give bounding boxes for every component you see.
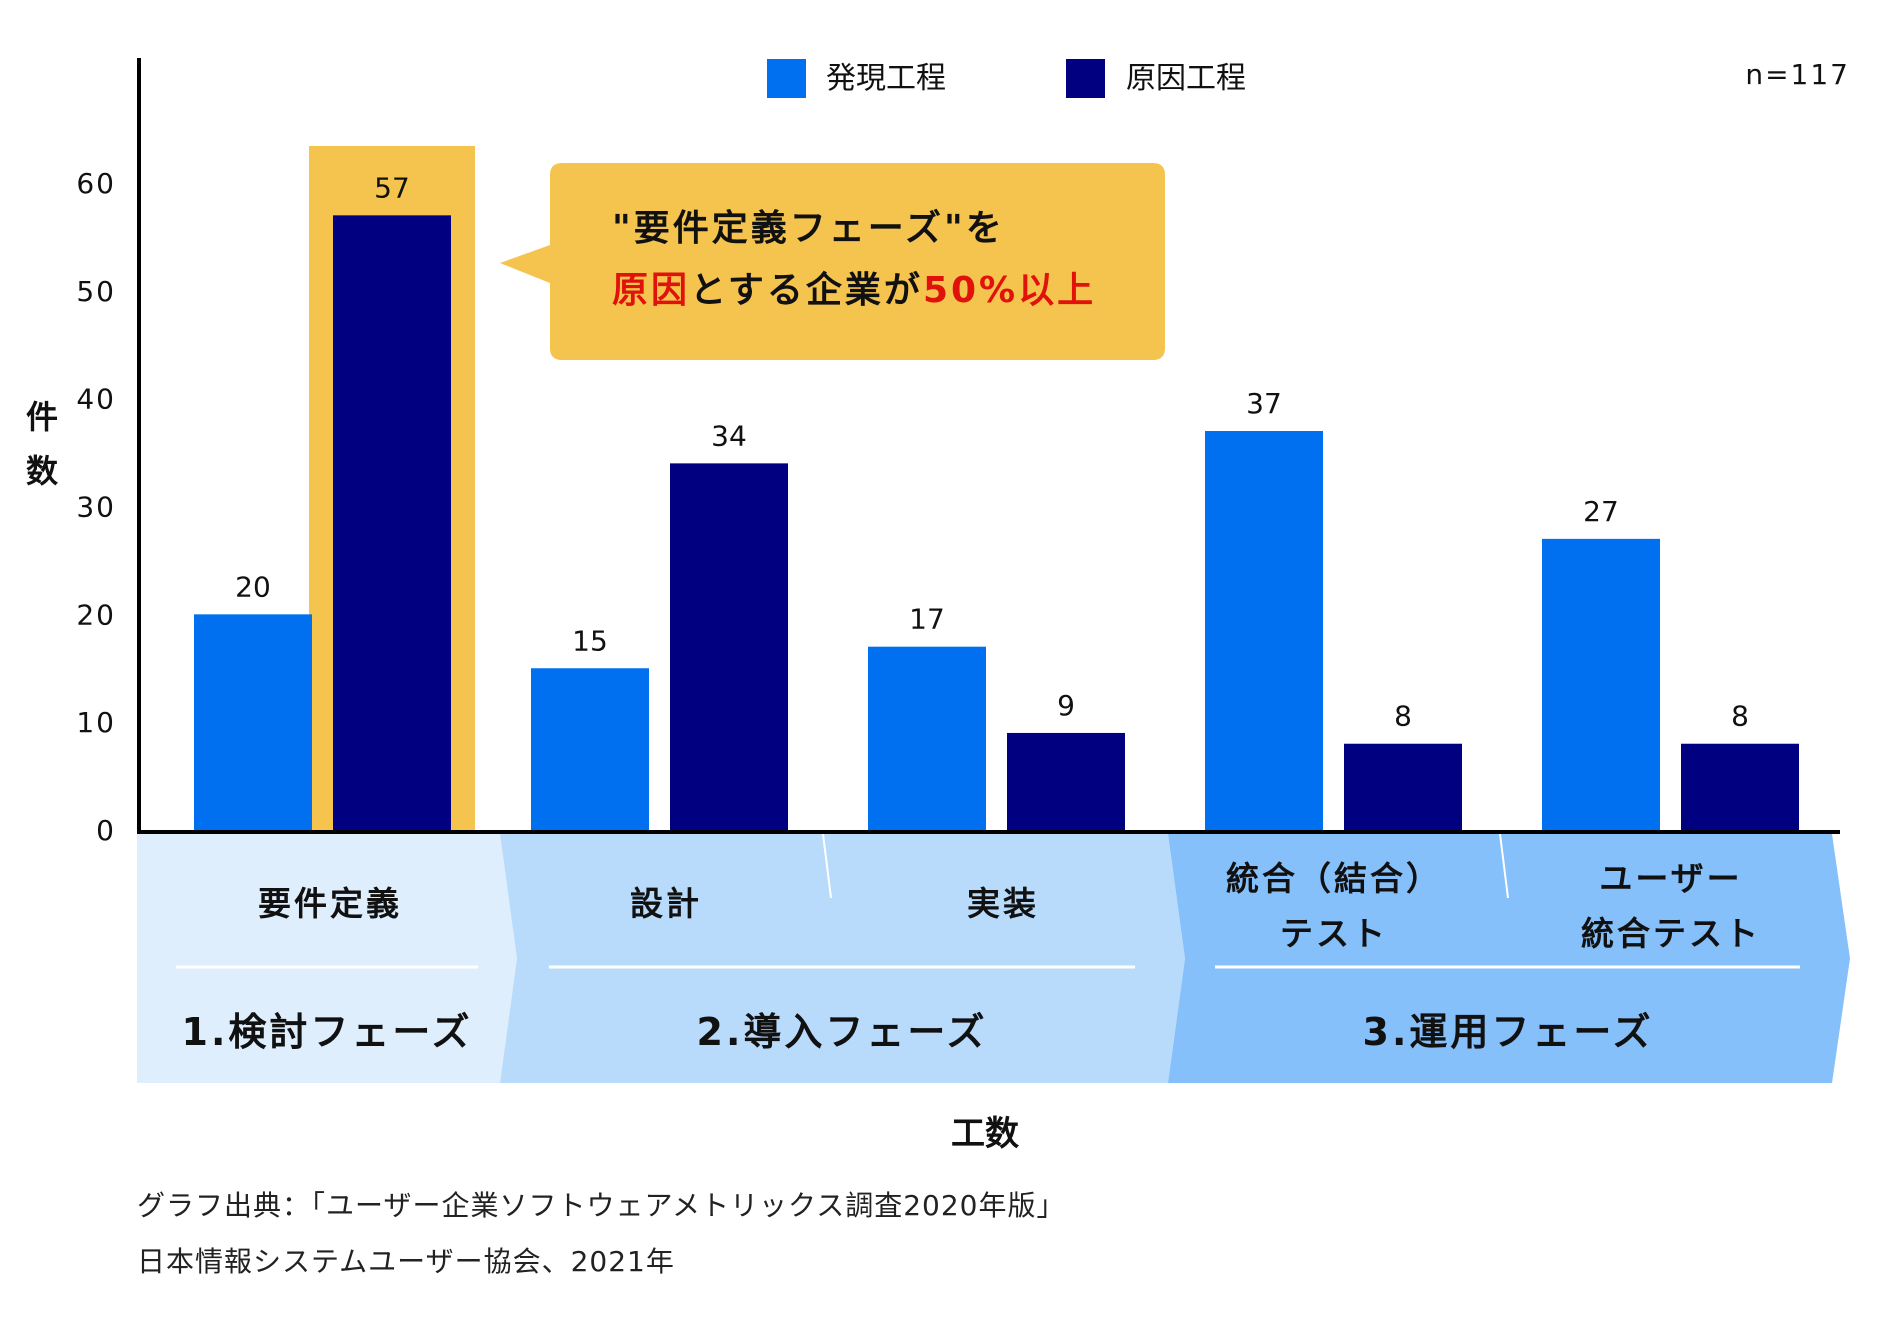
y-tick-label: 30 <box>76 491 116 524</box>
y-tick-label: 10 <box>76 706 116 739</box>
bar-cause <box>1344 743 1462 830</box>
stage-separator <box>1499 833 1509 899</box>
bar-discovery <box>868 646 986 830</box>
data-label: 17 <box>909 603 945 636</box>
y-tick-label: 50 <box>76 275 116 308</box>
y-tick-label: 60 <box>76 167 116 200</box>
bar-discovery <box>1205 431 1323 830</box>
data-label: 37 <box>1246 387 1282 420</box>
callout-text-segment: とする企業が <box>690 269 923 311</box>
y-tick-label: 0 <box>96 814 116 847</box>
phase-label: 2.導入フェーズ <box>697 1010 988 1054</box>
phase-1-background <box>137 834 517 1083</box>
bar-discovery <box>194 614 312 830</box>
bar-cause <box>1681 743 1799 830</box>
y-tick-label: 20 <box>76 598 116 631</box>
data-label: 27 <box>1583 495 1619 528</box>
callout-emphasis: 50% <box>923 270 1018 311</box>
legend-swatch-cause <box>1066 59 1105 98</box>
stage-label: 要件定義 <box>258 884 402 923</box>
phase-2-background <box>500 834 1185 1083</box>
stage-label: ユーザー <box>1599 859 1742 898</box>
y-tick-labels: 0 10 20 30 40 50 60 <box>76 167 116 847</box>
legend-label-cause: 原因工程 <box>1126 61 1246 96</box>
callout-line-2: 原因とする企業が50%以上 <box>612 269 1096 311</box>
stage-label: 実装 <box>967 884 1039 923</box>
y-axis-label-char-1: 件 <box>26 398 58 436</box>
bar-discovery <box>531 668 649 830</box>
stage-separator <box>822 833 832 899</box>
bar-discovery <box>1542 538 1660 830</box>
bar-cause <box>1007 732 1125 830</box>
data-label: 57 <box>374 171 410 204</box>
data-label: 8 <box>1731 700 1749 733</box>
stage-label: 設計 <box>630 884 702 923</box>
callout-line-1: "要件定義フェーズ"を <box>612 207 1005 249</box>
source-line-2: 日本情報システムユーザー協会、2021年 <box>137 1245 675 1278</box>
stage-label: テスト <box>1280 914 1388 953</box>
callout-emphasis: 原因 <box>612 270 690 311</box>
source-line-1: グラフ出典：「ユーザー企業ソフトウェアメトリックス調査2020年版」 <box>137 1189 1066 1222</box>
phase-label: 1.検討フェーズ <box>182 1010 473 1054</box>
sample-size-note: n=117 <box>1745 58 1850 91</box>
phase-3-background <box>1168 834 1850 1083</box>
stage-label: 統合（結合） <box>1226 859 1442 898</box>
data-label: 15 <box>572 624 608 657</box>
y-tick-label: 40 <box>76 383 116 416</box>
x-axis-label: 工数 <box>951 1114 1019 1154</box>
data-label: 34 <box>711 419 747 452</box>
callout-bubble: "要件定義フェーズ"を 原因とする企業が50%以上 <box>500 163 1165 360</box>
legend: 発現工程 原因工程 <box>767 59 1246 98</box>
y-axis-label-char-2: 数 <box>26 452 59 490</box>
callout-shape <box>500 163 1165 360</box>
legend-label-discovery: 発現工程 <box>826 61 946 96</box>
data-label: 9 <box>1057 689 1075 722</box>
phase-label: 3.運用フェーズ <box>1363 1010 1654 1054</box>
stage-label: 統合テスト <box>1581 914 1761 953</box>
bars: 20 57 15 34 17 9 37 8 27 8 <box>194 146 1799 831</box>
callout-emphasis: 以上 <box>1018 270 1096 311</box>
legend-swatch-discovery <box>767 59 806 98</box>
data-label: 20 <box>235 570 271 603</box>
data-label: 8 <box>1394 700 1412 733</box>
bar-cause <box>333 215 451 831</box>
bar-cause <box>670 463 788 830</box>
